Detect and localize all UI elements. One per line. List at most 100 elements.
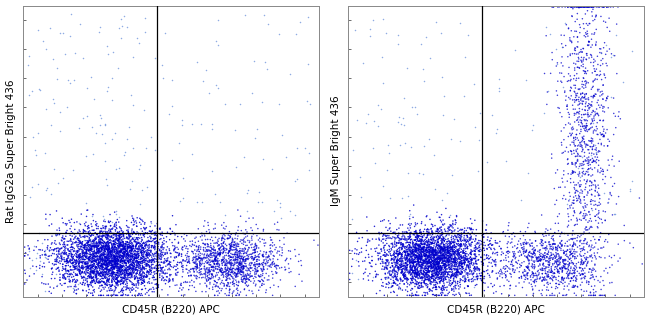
Point	[592, 72, 603, 77]
Point	[434, 235, 445, 240]
Point	[562, 271, 572, 276]
Point	[103, 233, 114, 238]
Point	[181, 244, 192, 249]
Point	[88, 218, 99, 223]
Point	[87, 239, 98, 244]
Point	[562, 274, 573, 279]
Point	[424, 287, 434, 292]
Point	[475, 247, 486, 252]
Point	[106, 246, 116, 251]
Point	[574, 106, 584, 111]
Point	[225, 272, 235, 277]
Point	[405, 223, 415, 228]
Point	[84, 287, 94, 292]
Point	[85, 247, 96, 252]
Point	[525, 243, 535, 248]
Point	[78, 229, 88, 235]
Point	[532, 249, 543, 254]
Point	[114, 238, 124, 243]
Point	[506, 260, 517, 265]
Point	[23, 243, 33, 248]
Point	[102, 234, 112, 239]
Point	[223, 280, 233, 285]
Point	[421, 266, 431, 271]
Point	[450, 259, 460, 264]
Point	[443, 244, 454, 249]
Point	[131, 36, 142, 41]
Point	[142, 253, 152, 258]
Point	[461, 256, 471, 261]
Point	[424, 250, 434, 255]
Point	[414, 245, 424, 250]
Point	[142, 262, 152, 267]
Point	[421, 249, 431, 254]
Point	[552, 79, 563, 84]
Point	[441, 250, 451, 255]
Point	[432, 285, 442, 290]
Point	[430, 271, 440, 276]
Point	[421, 248, 431, 253]
Point	[100, 260, 110, 265]
Point	[162, 251, 172, 256]
Point	[581, 117, 592, 123]
Point	[558, 45, 568, 50]
Point	[131, 274, 142, 279]
Point	[396, 121, 406, 126]
Point	[415, 244, 425, 249]
Point	[518, 270, 528, 276]
Point	[99, 270, 109, 275]
Point	[577, 149, 587, 154]
Point	[84, 237, 94, 243]
Point	[220, 267, 230, 272]
Point	[135, 202, 145, 207]
Point	[144, 264, 155, 269]
Point	[428, 271, 438, 276]
Point	[309, 238, 319, 243]
Point	[547, 4, 557, 10]
Point	[248, 257, 259, 262]
Point	[166, 231, 176, 236]
Point	[559, 264, 569, 269]
Point	[406, 258, 416, 263]
Point	[439, 269, 450, 274]
Point	[79, 243, 89, 248]
Point	[448, 259, 458, 264]
Point	[432, 292, 442, 297]
Point	[532, 274, 542, 279]
Point	[597, 177, 608, 182]
Point	[98, 285, 109, 290]
Point	[427, 292, 437, 297]
Point	[111, 264, 122, 269]
Point	[580, 213, 590, 218]
Point	[410, 253, 420, 259]
Point	[66, 242, 77, 247]
Point	[456, 259, 467, 264]
Point	[389, 252, 399, 258]
Point	[116, 258, 126, 263]
Point	[229, 262, 240, 267]
Point	[413, 258, 423, 263]
Point	[181, 267, 191, 272]
Point	[565, 73, 575, 78]
Point	[451, 235, 462, 240]
Point	[404, 259, 414, 264]
Point	[540, 278, 550, 283]
Point	[130, 248, 140, 253]
Point	[94, 254, 105, 259]
Point	[130, 256, 140, 261]
Point	[205, 248, 216, 253]
Point	[550, 230, 560, 235]
Point	[430, 248, 440, 253]
Point	[100, 272, 110, 277]
Point	[419, 247, 429, 252]
Point	[96, 259, 106, 264]
Point	[114, 264, 124, 269]
Point	[447, 252, 457, 257]
Point	[578, 272, 588, 277]
Point	[498, 266, 508, 271]
Point	[556, 246, 566, 251]
Point	[400, 254, 410, 260]
Point	[150, 282, 161, 287]
Point	[581, 21, 592, 26]
Point	[71, 291, 81, 296]
